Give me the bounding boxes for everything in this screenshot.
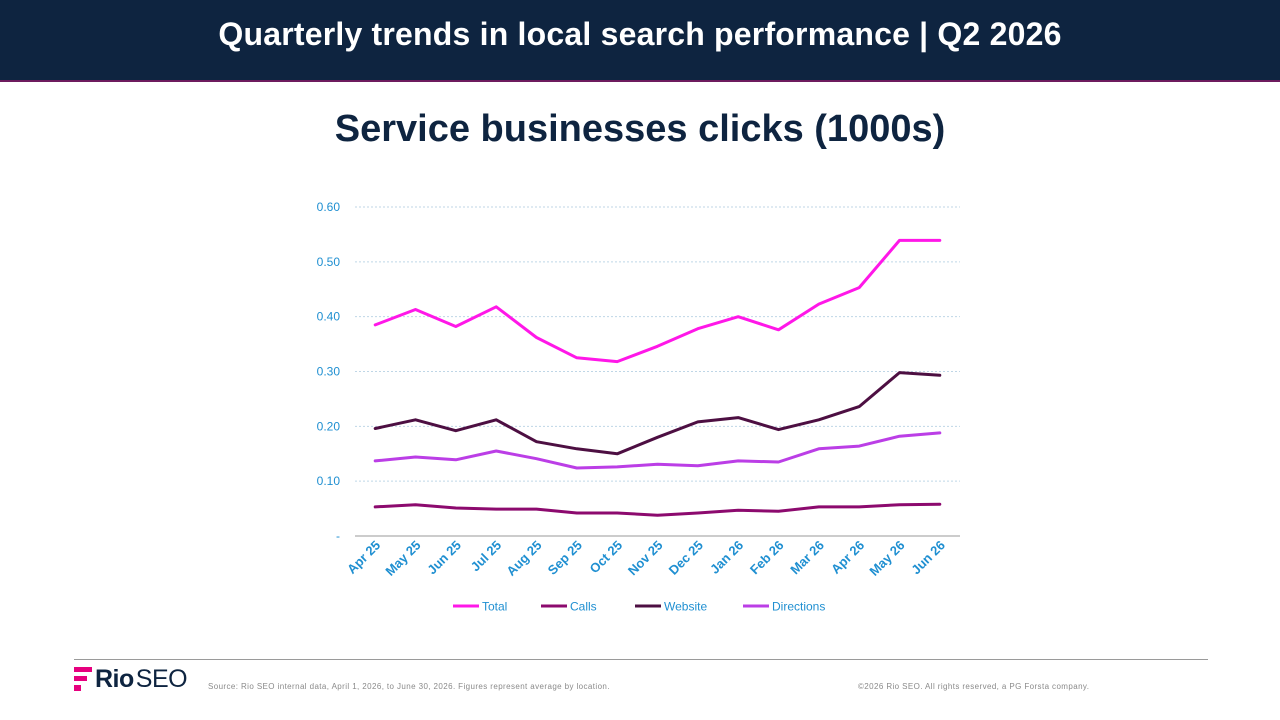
y-tick-label: - <box>336 529 340 543</box>
x-tick-label: May 26 <box>866 538 907 579</box>
legend-label: Total <box>482 600 507 614</box>
header-banner: Quarterly trends in local search perform… <box>0 0 1280 82</box>
x-tick-label: May 25 <box>382 538 423 579</box>
x-tick-label: Jun 25 <box>424 538 464 578</box>
x-tick-label: Nov 25 <box>625 538 666 579</box>
x-tick-label: Dec 25 <box>666 538 706 578</box>
x-tick-label: Oct 25 <box>587 538 626 577</box>
logo-mark-icon <box>74 667 92 691</box>
legend-label: Website <box>664 600 707 614</box>
y-tick-label: 0.40 <box>317 310 341 324</box>
y-tick-label: 0.50 <box>317 255 341 269</box>
series-lines <box>373 238 942 517</box>
chart-title: Service businesses clicks (1000s) <box>334 108 946 150</box>
logo-text-primary: Rio <box>95 664 134 693</box>
x-tick-label: Feb 26 <box>747 538 787 578</box>
source-note: Source: Rio SEO internal data, April 1, … <box>208 682 610 691</box>
x-tick-label: Jan 26 <box>707 538 746 577</box>
legend-label: Directions <box>772 600 825 614</box>
x-tick-label: Sep 25 <box>545 538 585 578</box>
y-tick-label: 0.30 <box>317 365 341 379</box>
series-line-calls <box>373 502 942 517</box>
series-line-directions <box>373 431 942 470</box>
y-tick-label: 0.10 <box>317 474 341 488</box>
x-tick-label: Jul 25 <box>468 538 505 575</box>
footer-divider <box>74 659 1208 660</box>
gridlines <box>355 206 960 482</box>
x-tick-label: Mar 26 <box>787 538 827 578</box>
series-line-website <box>373 371 942 456</box>
logo-text-secondary: SEO <box>135 664 188 693</box>
x-tick-label: Apr 26 <box>828 538 867 577</box>
x-tick-label: Apr 25 <box>344 538 383 577</box>
y-tick-label: 0.60 <box>317 200 341 214</box>
x-tick-label: Jun 26 <box>908 538 948 578</box>
legend-label: Calls <box>570 600 597 614</box>
y-tick-label: 0.20 <box>317 419 341 433</box>
legend: Total Calls Website Directions <box>453 600 825 614</box>
series-line-total <box>373 238 942 364</box>
page-title: Quarterly trends in local search perform… <box>218 16 1062 52</box>
rio-seo-logo: Rio SEO <box>74 664 188 693</box>
x-tick-label: Aug 25 <box>503 538 544 579</box>
copyright-note: ©2026 Rio SEO. All rights reserved, a PG… <box>858 682 1090 691</box>
